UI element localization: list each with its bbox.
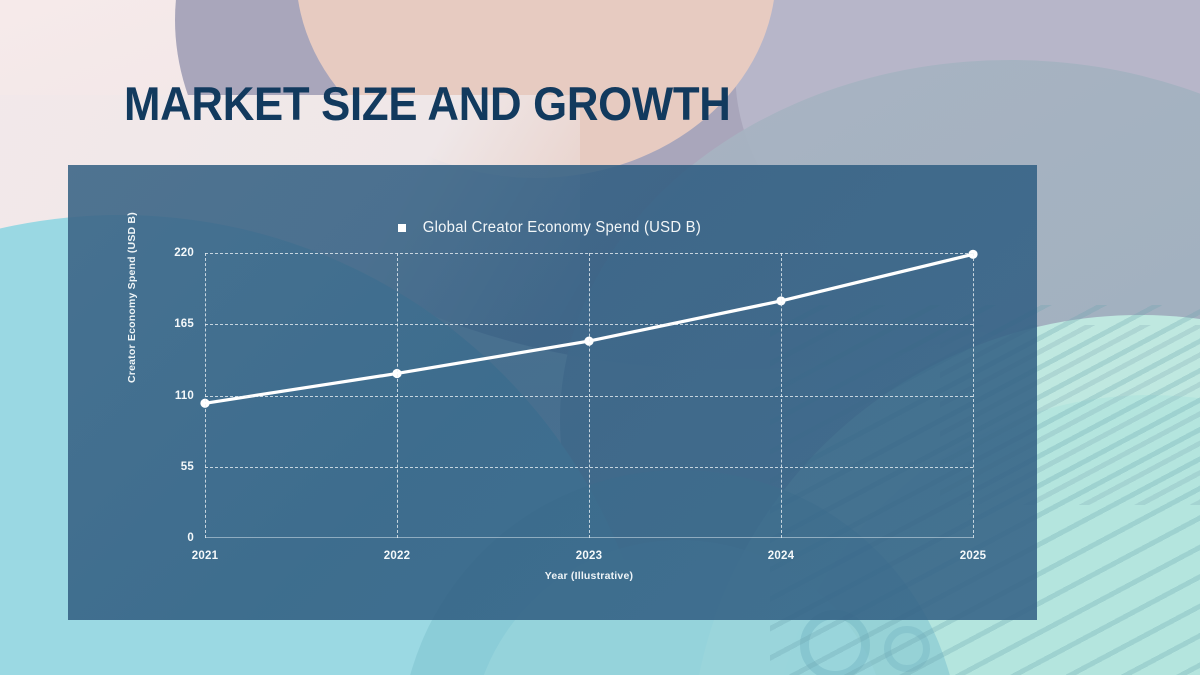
series-line-svg xyxy=(200,249,978,408)
line-chart: Global Creator Economy Spend (USD B) Cre… xyxy=(68,165,1037,620)
x-axis-tick-label: 2022 xyxy=(383,550,411,562)
y-axis-tick-label: 165 xyxy=(174,318,194,331)
gridline-vertical xyxy=(973,253,974,538)
page-title: MARKET SIZE AND GROWTH xyxy=(124,77,731,130)
data-point-marker xyxy=(968,249,978,259)
y-axis-tick-label: 220 xyxy=(174,247,194,259)
x-axis-tick-label: 2023 xyxy=(575,550,603,562)
chart-panel: Global Creator Economy Spend (USD B) Cre… xyxy=(68,165,1037,620)
x-axis-label: Year (Illustrative) xyxy=(544,570,634,582)
x-axis-tick-label: 2021 xyxy=(191,550,219,562)
y-axis-tick-label: 110 xyxy=(174,389,194,402)
y-axis-tick-label: 55 xyxy=(180,460,194,473)
legend-swatch-icon xyxy=(398,224,407,232)
x-axis-tick-label: 2025 xyxy=(959,550,987,562)
x-axis-tick-label: 2024 xyxy=(767,550,795,562)
data-point-marker xyxy=(584,336,594,346)
plot-area: Year (Illustrative) 0 55 110 165 220 2021 2022… xyxy=(174,247,986,582)
small-ring-shape-2 xyxy=(884,626,930,672)
legend-label: Global Creator Economy Spend (USD B) xyxy=(422,219,702,236)
series-line xyxy=(203,252,975,405)
data-point-marker xyxy=(392,368,402,379)
y-axis-label: Creator Economy Spend (USD B) xyxy=(126,212,138,383)
y-axis-tick-label: 0 xyxy=(187,532,194,544)
chart-legend: Global Creator Economy Spend (USD B) xyxy=(68,219,1037,237)
data-point-marker xyxy=(200,398,210,408)
data-point-marker xyxy=(776,296,786,306)
